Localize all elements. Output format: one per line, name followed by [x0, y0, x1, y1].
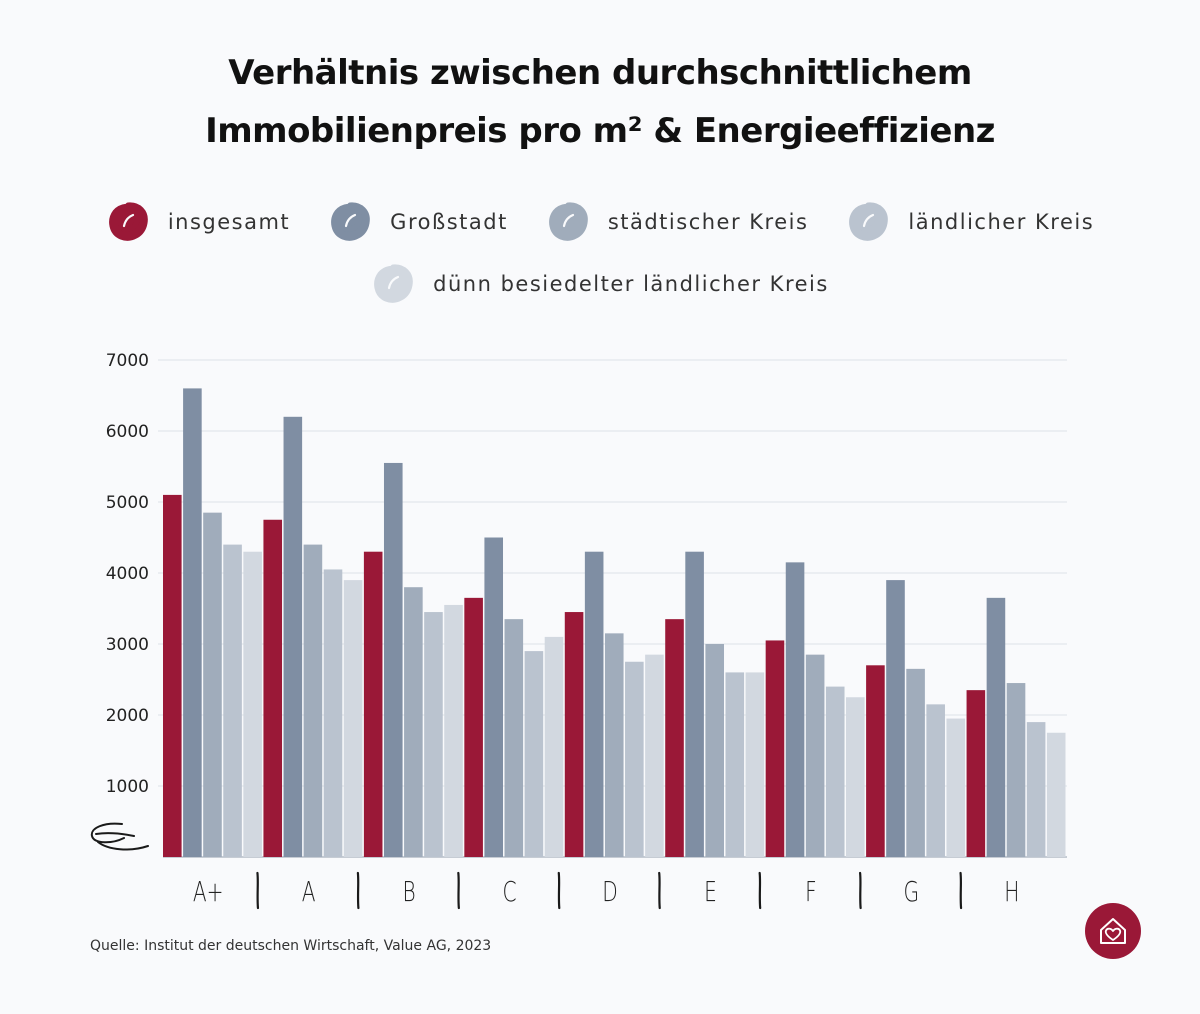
bar-A-series-0	[263, 519, 283, 857]
x-tick-label: F	[805, 875, 817, 908]
title-line-2: Immobilienpreis pro m² & Energieeffizien…	[205, 111, 995, 151]
x-tick-label: C	[503, 875, 517, 908]
squiggle-break-icon	[90, 822, 149, 851]
bar-F-series-4	[846, 697, 865, 857]
bar-B-series-3	[424, 612, 443, 857]
legend: insgesamt Großstadt städtischer Kreis lä…	[0, 200, 1200, 244]
x-tick-label: E	[704, 875, 717, 908]
bar-A-series-1	[283, 416, 303, 857]
bar-H-series-4	[1046, 732, 1066, 857]
bar-E-series-2	[705, 644, 724, 857]
bar-C-series-4	[544, 636, 564, 857]
legend-item-staedtischer-kreis: städtischer Kreis	[546, 200, 809, 244]
category-separator	[959, 871, 963, 910]
legend-row-2: dünn besiedelter ländlicher Kreis	[0, 262, 1200, 306]
bar-C-series-1	[484, 537, 504, 857]
x-tick-label: D	[602, 875, 618, 908]
x-tick-label: B	[403, 875, 416, 908]
bar-E-series-4	[745, 672, 765, 857]
bar-C-series-3	[524, 651, 544, 857]
category-separator	[557, 871, 561, 910]
x-tick-label: G	[904, 875, 920, 908]
legend-item-insgesamt: insgesamt	[106, 200, 290, 244]
bar-F-series-0	[765, 640, 785, 857]
legend-item-laendlicher-kreis: ländlicher Kreis	[846, 200, 1094, 244]
title-line-1: Verhältnis zwischen durchschnittlichem	[228, 53, 972, 93]
legend-item-grossstadt: Großstadt	[328, 200, 508, 244]
y-tick-label: 3000	[106, 635, 149, 655]
category-separator	[859, 871, 862, 910]
bar-H-series-0	[966, 690, 986, 857]
bar-D-series-4	[645, 654, 664, 857]
bar-E-series-3	[725, 672, 745, 857]
house-heart-icon	[1085, 903, 1141, 959]
bar-F-series-2	[805, 654, 825, 857]
y-tick-label: 7000	[106, 351, 149, 371]
bar-A+-series-0	[163, 494, 182, 857]
y-tick-label: 1000	[106, 777, 149, 797]
bar-F-series-3	[825, 686, 845, 857]
bar-G-series-2	[906, 668, 925, 857]
legend-label: ländlicher Kreis	[908, 210, 1095, 234]
y-tick-label: 6000	[106, 422, 149, 442]
bar-E-series-0	[665, 619, 684, 857]
bar-G-series-1	[886, 580, 905, 857]
x-axis: A+ A B C D E F G H	[193, 871, 1019, 910]
category-separator	[356, 871, 360, 910]
legend-label: insgesamt	[167, 210, 291, 234]
bar-A+-series-4	[243, 551, 262, 857]
bar-G-series-3	[926, 704, 945, 857]
bar-H-series-2	[1006, 683, 1026, 857]
bar-A-series-4	[343, 580, 363, 857]
bar-A-series-3	[323, 569, 343, 857]
category-separator	[457, 871, 460, 910]
bar-B-series-2	[404, 587, 423, 857]
legend-label: dünn besiedelter ländlicher Kreis	[433, 272, 829, 296]
bar-E-series-1	[685, 551, 704, 857]
chart-title: Verhältnis zwischen durchschnittlichem I…	[0, 44, 1200, 160]
y-tick-label: 2000	[106, 706, 149, 726]
bars	[163, 388, 1066, 857]
bar-A+-series-2	[203, 512, 222, 857]
x-tick-label: A	[302, 875, 316, 908]
bar-H-series-3	[1026, 722, 1046, 857]
bar-B-series-4	[444, 604, 463, 857]
x-tick-label: A+	[193, 875, 224, 908]
bar-D-series-0	[564, 612, 584, 857]
y-tick-label: 4000	[106, 564, 149, 584]
bar-D-series-3	[625, 661, 644, 857]
bar-H-series-1	[986, 597, 1006, 857]
category-separator	[256, 871, 260, 910]
category-separator	[758, 871, 762, 910]
legend-label: städtischer Kreis	[607, 210, 809, 234]
x-tick-label: H	[1004, 875, 1019, 908]
bar-G-series-0	[866, 665, 885, 857]
y-axis-ticks: 1000 2000 3000 4000 5000 6000 7000	[106, 351, 149, 797]
y-tick-label: 5000	[106, 493, 149, 513]
source-note: Quelle: Institut der deutschen Wirtschaf…	[90, 938, 492, 954]
legend-item-duenn-besiedelt: dünn besiedelter ländlicher Kreis	[371, 262, 829, 306]
bar-C-series-2	[504, 619, 524, 857]
bar-B-series-1	[383, 462, 403, 857]
bar-D-series-2	[604, 633, 624, 857]
bar-G-series-4	[946, 718, 966, 857]
bar-B-series-0	[363, 551, 383, 857]
legend-label: Großstadt	[390, 210, 508, 234]
bar-A-series-2	[303, 544, 323, 857]
category-separator	[658, 871, 661, 910]
bar-F-series-1	[785, 562, 805, 857]
bar-C-series-0	[464, 597, 483, 857]
bar-D-series-1	[584, 551, 604, 857]
bar-A+-series-1	[183, 388, 202, 857]
bar-A+-series-3	[223, 544, 242, 857]
